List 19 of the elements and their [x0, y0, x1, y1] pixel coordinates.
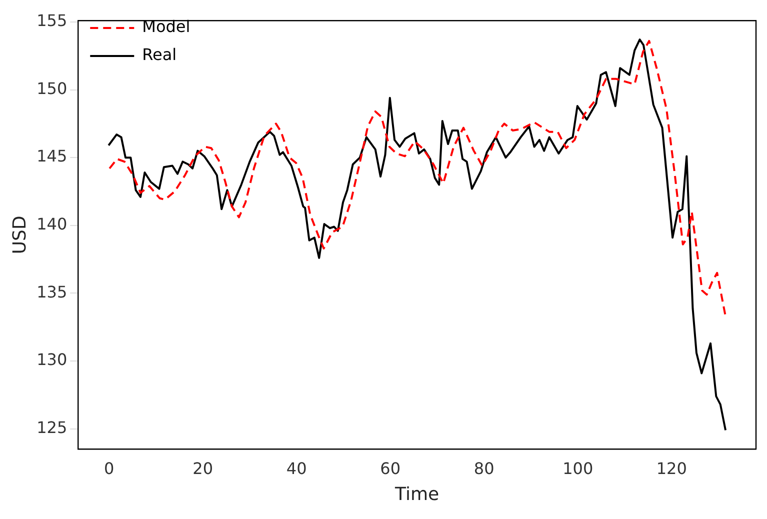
- x-tick-label: 100: [562, 458, 594, 478]
- x-tick-label: 120: [656, 458, 687, 478]
- x-tick-label: 0: [104, 458, 114, 478]
- y-tick-label: 125: [36, 418, 68, 438]
- x-tick-label: 20: [192, 458, 214, 478]
- y-tick-label: 145: [36, 146, 68, 166]
- x-tick-label: 60: [380, 458, 401, 478]
- legend-label: Real: [142, 45, 177, 64]
- x-tick-label: 80: [474, 458, 494, 478]
- x-tick-label: 40: [286, 458, 307, 478]
- x-axis-title: Time: [394, 484, 440, 505]
- y-tick-label: 130: [36, 350, 68, 370]
- y-tick-label: 150: [36, 78, 68, 98]
- y-tick-label: 155: [36, 11, 68, 30]
- y-axis-title: USD: [9, 216, 30, 254]
- y-tick-label: 135: [36, 282, 68, 302]
- line-series: [108, 40, 727, 318]
- y-tick-label: 140: [36, 214, 68, 234]
- legend-label: Model: [142, 17, 190, 36]
